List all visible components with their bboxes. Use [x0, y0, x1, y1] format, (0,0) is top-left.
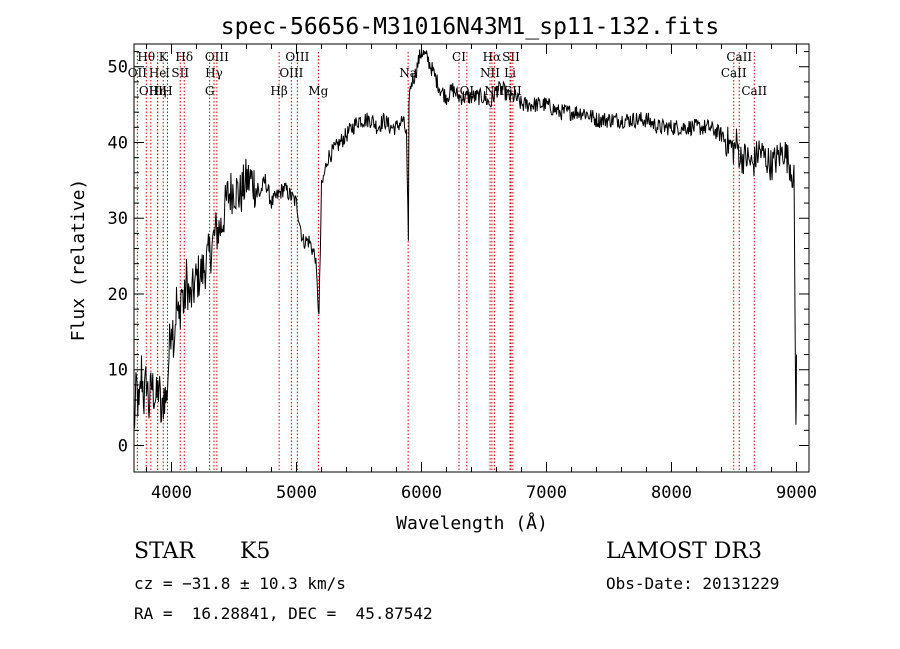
y-tick-label-3: 30 [108, 209, 128, 229]
emission-line-markers: HθKHδOIIIOIIICIHαSIICaIIOIIHeISIIHγOIIIN… [128, 50, 767, 472]
line-label-19: OIII [139, 84, 163, 98]
line-label-17: Li [504, 66, 516, 80]
line-label-13: Hγ [205, 66, 223, 80]
plot-frame [133, 43, 810, 473]
line-label-9: OII [128, 66, 148, 80]
y-tick-label-2: 20 [108, 285, 128, 305]
y-tick-label-1: 10 [108, 361, 128, 381]
coordinates: RA = 16.28841, DEC = 45.87542 [134, 604, 433, 623]
line-label-0: Hθ [137, 50, 155, 64]
line-label-23: Hβ [270, 84, 287, 98]
axis-ticks: 4000 5000 6000 7000 8000 9000 0 10 20 30 40 50 [108, 44, 817, 503]
x-tick-label-0: 4000 [151, 483, 192, 503]
x-tick-label-2: 6000 [401, 483, 442, 503]
line-label-21: H [162, 84, 172, 98]
line-label-22: G [205, 84, 215, 98]
x-tick-label-4: 8000 [651, 483, 692, 503]
x-tick-label-1: 5000 [276, 483, 317, 503]
x-tick-label-5: 9000 [776, 483, 817, 503]
line-label-7: SII [502, 50, 520, 64]
line-label-12: SII [171, 66, 189, 80]
line-label-5: CI [452, 50, 466, 64]
x-axis-label: Wavelength (Å) [396, 512, 548, 534]
survey-name: LAMOST DR3 [606, 539, 762, 564]
y-axis-label: Flux (relative) [68, 179, 89, 342]
line-label-6: Hα [483, 50, 502, 64]
line-label-4: OIII [285, 50, 309, 64]
chart-title: spec-56656-M31016N43M1_sp11-132.fits [221, 14, 720, 40]
plot-frame-group [133, 43, 810, 473]
line-label-16: NII [480, 66, 500, 80]
observation-date: Obs-Date: 20131229 [606, 574, 780, 593]
line-label-20: Hη [149, 84, 167, 98]
y-tick-label-4: 40 [108, 133, 128, 153]
x-tick-label-3: 7000 [526, 483, 567, 503]
object-subclass: K5 [240, 539, 271, 564]
line-label-3: OIII [205, 50, 229, 64]
spectrum-line [133, 49, 797, 429]
line-label-14: OIII [279, 66, 303, 80]
line-label-1: K [159, 50, 169, 64]
line-label-18: CaII [721, 66, 747, 80]
redshift-cz: cz = −31.8 ± 10.3 km/s [134, 574, 346, 593]
line-label-8: CaII [726, 50, 752, 64]
line-label-28: CaII [741, 84, 767, 98]
line-label-2: Hδ [175, 50, 193, 64]
object-class: STAR [134, 539, 195, 564]
y-tick-label-5: 50 [108, 58, 128, 78]
y-tick-label-0: 0 [118, 436, 128, 456]
line-label-24: Mg [308, 84, 328, 98]
spectrum-series [133, 49, 797, 429]
